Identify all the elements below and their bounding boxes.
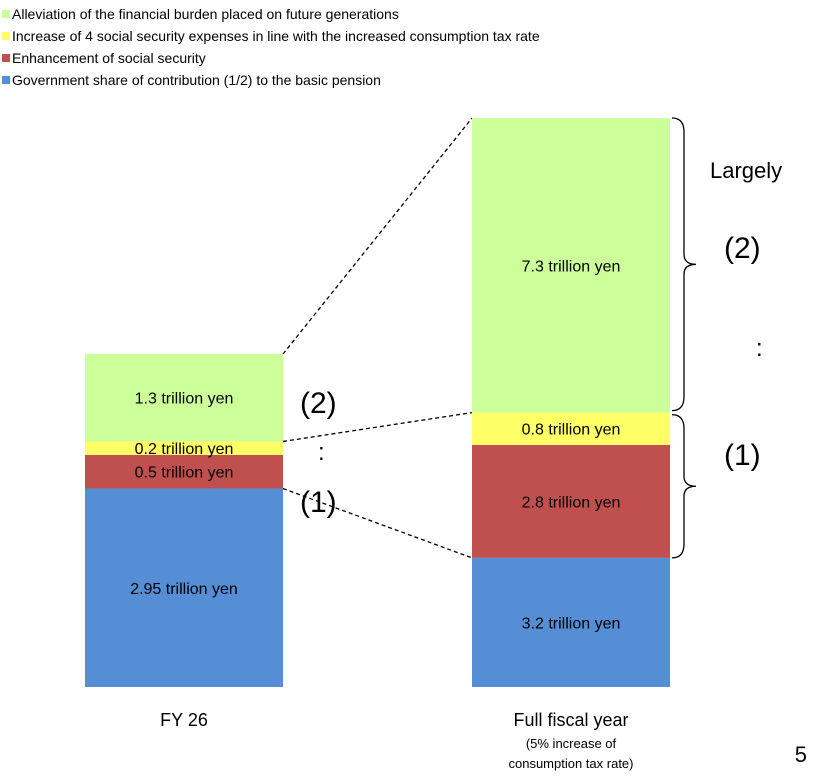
fy26-marker-1: (1) [300,486,337,519]
bar-segment [472,118,670,413]
legend-item: Government share of contribution (1/2) t… [2,70,381,90]
connector-line [282,117,473,355]
legend-item: Increase of 4 social security expenses i… [2,26,540,46]
legend-swatch [2,10,10,18]
bar-segment [85,441,283,455]
legend-item: Alleviation of the financial burden plac… [2,4,399,24]
connector-line [282,487,473,559]
category-label: Full fiscal year [513,710,628,730]
full-marker-colon: : [756,335,763,362]
data-label: 0.2 trillion yen [135,441,234,458]
full-marker-1: (1) [724,439,761,472]
category-note: (5% increase of [526,736,617,751]
data-label: 7.3 trillion yen [522,258,621,275]
full-marker-2: (2) [724,232,761,265]
legend-item: Enhancement of social security [2,48,206,68]
bar-segment [472,412,670,445]
category-note: consumption tax rate) [508,756,633,771]
curly-brace [671,117,697,412]
data-label: 0.5 trillion yen [135,465,234,482]
legend-swatch [2,76,10,84]
legend-label: Alleviation of the financial burden plac… [12,6,399,22]
fy26-marker-2: (2) [300,387,337,420]
curly-brace [671,413,697,559]
legend-label: Enhancement of social security [12,50,206,66]
legend-swatch [2,32,10,40]
bars: 2.95 trillion yen 0.5 trillion yen 0.2 tri… [85,118,670,687]
category-labels: FY 26 Full fiscal year (5% increase of cons… [160,710,633,771]
legend-label: Government share of contribution (1/2) t… [12,72,381,88]
data-label: 0.8 trillion yen [522,422,621,439]
bar-segment [85,488,283,687]
zoom-connectors [282,117,473,559]
legend-label: Increase of 4 social security expenses i… [12,28,540,44]
data-label: 2.95 trillion yen [130,581,238,598]
data-label: 3.2 trillion yen [522,615,621,632]
legend-swatch [2,54,10,62]
connector-line [282,411,473,443]
category-label: FY 26 [160,710,208,730]
bar-segment [472,444,670,558]
data-label: 2.8 trillion yen [522,494,621,511]
data-label: 1.3 trillion yen [135,391,234,408]
bar-segment [472,557,670,687]
bar-segment [85,454,283,489]
fy26-marker-colon: : [318,439,325,466]
braces [671,117,697,559]
page-number: 5 [794,742,807,767]
full-largely-label: Largely [710,158,782,183]
bar-segment [85,354,283,442]
